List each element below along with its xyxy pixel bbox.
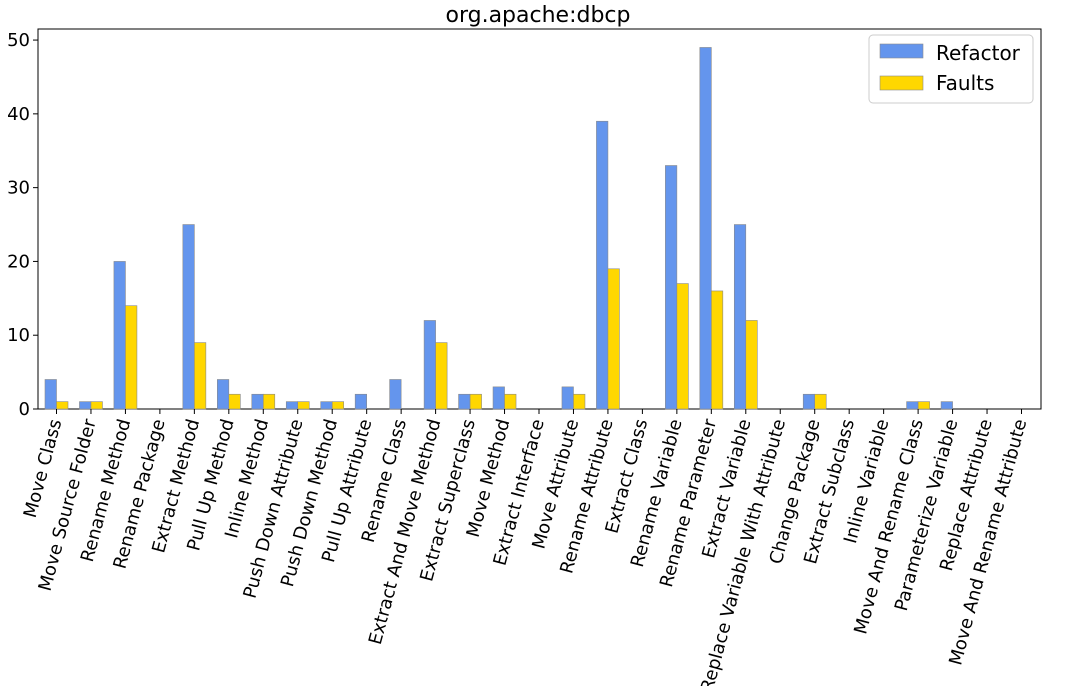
bar-faults-8 xyxy=(331,401,345,410)
bar-refactor-19 xyxy=(699,47,712,410)
bar-refactor-16 xyxy=(596,120,609,410)
bar-refactor-20 xyxy=(733,224,747,410)
bar-faults-25 xyxy=(917,401,930,410)
bar-faults-20 xyxy=(745,320,758,410)
bar-faults-22 xyxy=(814,393,827,410)
bar-faults-6 xyxy=(262,393,276,410)
y-tick-label: 50 xyxy=(7,30,30,51)
bar-faults-16 xyxy=(607,268,620,410)
bar-refactor-0 xyxy=(44,379,57,410)
bar-faults-5 xyxy=(228,393,241,410)
bar-faults-13 xyxy=(504,393,517,410)
bar-refactor-13 xyxy=(492,386,505,410)
bar-faults-11 xyxy=(435,342,448,410)
bar-refactor-22 xyxy=(802,393,816,410)
bar-faults-15 xyxy=(573,393,586,410)
bar-refactor-18 xyxy=(665,165,678,410)
y-tick-label: 20 xyxy=(7,251,30,272)
bar-faults-4 xyxy=(194,342,207,410)
legend: Refactor Faults xyxy=(868,34,1034,104)
chart-title: org.apache:dbcp xyxy=(446,3,631,28)
legend-label-faults: Faults xyxy=(936,71,994,95)
bar-refactor-1 xyxy=(79,401,92,410)
bar-faults-2 xyxy=(125,305,138,410)
bar-refactor-26 xyxy=(940,401,953,410)
bar-faults-0 xyxy=(56,401,69,410)
bar-refactor-4 xyxy=(182,224,195,410)
legend-swatch-refactor xyxy=(879,43,924,59)
bar-refactor-12 xyxy=(458,393,471,410)
bars xyxy=(44,47,953,410)
bar-refactor-10 xyxy=(389,379,402,410)
y-tick-label: 0 xyxy=(19,399,30,420)
y-tick-label: 40 xyxy=(7,104,30,125)
bar-refactor-7 xyxy=(285,401,299,410)
legend-label-refactor: Refactor xyxy=(936,41,1021,65)
bar-faults-18 xyxy=(676,283,689,410)
bar-refactor-2 xyxy=(113,261,126,410)
bar-refactor-8 xyxy=(320,401,333,410)
bar-refactor-11 xyxy=(423,320,436,410)
y-tick-label: 10 xyxy=(7,325,30,346)
bar-faults-1 xyxy=(90,401,103,410)
bar-faults-19 xyxy=(711,290,724,410)
bar-refactor-5 xyxy=(217,379,230,410)
bar-refactor-9 xyxy=(354,393,367,410)
bar-faults-12 xyxy=(469,393,482,410)
bar-faults-7 xyxy=(297,401,310,410)
legend-swatch-faults xyxy=(879,75,924,91)
y-tick-label: 30 xyxy=(7,178,30,199)
bar-refactor-25 xyxy=(906,401,919,410)
bar-refactor-6 xyxy=(251,393,264,410)
bar-refactor-15 xyxy=(561,386,574,410)
y-axis: 0 10 20 30 40 50 xyxy=(7,30,38,420)
